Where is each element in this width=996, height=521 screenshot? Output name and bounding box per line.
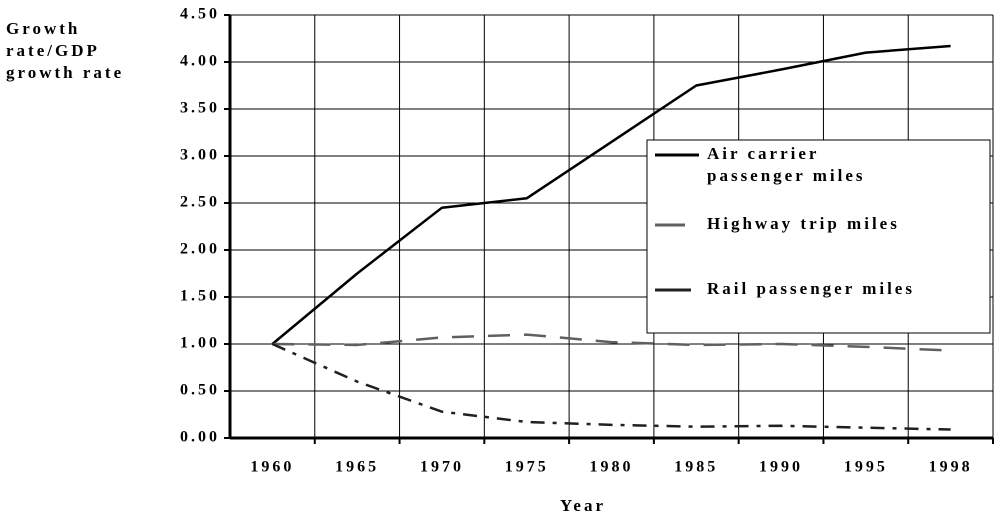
x-tick-label: 1980 (590, 459, 634, 476)
y-tick-label: 0.50 (180, 382, 220, 399)
x-tick-label: 1995 (844, 459, 888, 476)
y-axis-label: Growth rate/GDP growth rate (6, 19, 125, 82)
x-tick-label: 1990 (759, 459, 803, 476)
legend-label: Highway trip miles (707, 214, 900, 233)
y-tick-label: 3.00 (180, 147, 220, 164)
legend-entry: Air carrier passenger miles (707, 144, 866, 185)
y-tick-label: 1.00 (180, 335, 220, 352)
legend-box (646, 139, 991, 334)
legend-entry: Rail passenger miles (707, 279, 915, 298)
y-tick-label: 0.00 (180, 429, 220, 446)
x-tick-label: 1970 (420, 459, 464, 476)
x-tick-label: 1985 (674, 459, 718, 476)
x-tick-label: 1960 (250, 459, 294, 476)
y-tick-label: 1.50 (180, 288, 220, 305)
line-series (271, 44, 951, 345)
y-tick-label: 2.00 (180, 241, 220, 258)
x-tick-label: 1965 (335, 459, 379, 476)
legend-label: Rail passenger miles (707, 279, 915, 298)
y-tick-label: 2.50 (180, 194, 220, 211)
x-tick-label: 1998 (929, 459, 973, 476)
y-tick-label: 4.00 (180, 53, 220, 70)
legend-label: Air carrier passenger miles (707, 144, 866, 185)
y-tick-label: 4.50 (180, 6, 220, 23)
x-tick-label: 1975 (505, 459, 549, 476)
legend-entry: Highway trip miles (707, 214, 900, 233)
x-axis-label: Year (560, 496, 606, 515)
line-series (272, 333, 951, 352)
y-tick-label: 3.50 (180, 100, 220, 117)
line-series (271, 342, 951, 431)
